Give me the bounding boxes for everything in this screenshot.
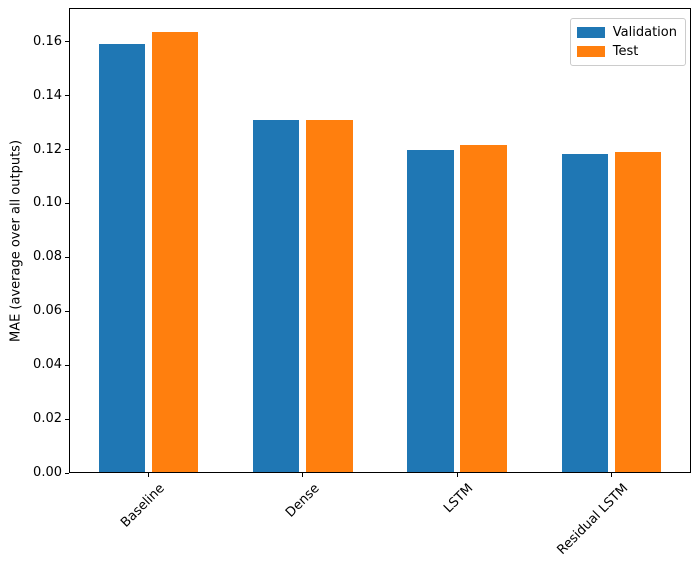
y-tick-label: 0.00 — [33, 465, 62, 480]
legend-swatch-validation — [576, 27, 605, 38]
x-tick-label-dense: Dense — [282, 481, 323, 521]
y-tick-mark — [65, 256, 69, 258]
y-tick-mark — [65, 41, 69, 43]
bar-validation-lstm — [407, 149, 454, 473]
y-tick-mark — [65, 364, 69, 366]
y-tick-label: 0.10 — [33, 195, 62, 211]
bar-test-residual-lstm — [614, 151, 662, 473]
x-tick-label-baseline: Baseline — [118, 481, 168, 531]
x-tick-label-lstm: LSTM — [441, 481, 477, 517]
y-tick-mark — [65, 472, 69, 474]
legend-label-test: Test — [612, 44, 639, 59]
y-tick-mark — [65, 418, 69, 420]
y-tick-label: 0.02 — [33, 411, 62, 427]
bar-test-dense — [306, 119, 353, 473]
y-tick-label: 0.14 — [33, 87, 62, 103]
y-tick-label: 0.06 — [33, 303, 62, 319]
y-tick-label: 0.04 — [33, 357, 62, 373]
x-tick-mark — [611, 473, 612, 477]
legend-label-validation: Validation — [612, 25, 677, 40]
bar-validation-baseline — [98, 44, 145, 473]
bar-test-baseline — [151, 32, 199, 473]
x-tick-mark — [456, 473, 458, 477]
y-tick-label: 0.16 — [33, 33, 62, 49]
y-tick-mark — [65, 149, 69, 151]
x-tick-mark — [302, 473, 304, 477]
legend-item-validation: Validation — [576, 25, 677, 40]
legend-swatch-test — [576, 46, 605, 57]
x-tick-label-residual-lstm: Residual LSTM — [554, 481, 632, 558]
y-tick-mark — [65, 202, 69, 204]
bar-validation-residual-lstm — [561, 154, 609, 473]
y-tick-label: 0.08 — [33, 249, 62, 265]
y-tick-label: 0.12 — [33, 141, 62, 157]
legend-item-test: Test — [576, 44, 677, 59]
bar-validation-dense — [252, 119, 300, 473]
x-tick-mark — [147, 473, 149, 477]
y-tick-mark — [65, 95, 69, 97]
y-tick-mark — [65, 310, 69, 312]
bar-test-lstm — [460, 145, 507, 473]
legend: Validation Test — [569, 18, 686, 66]
